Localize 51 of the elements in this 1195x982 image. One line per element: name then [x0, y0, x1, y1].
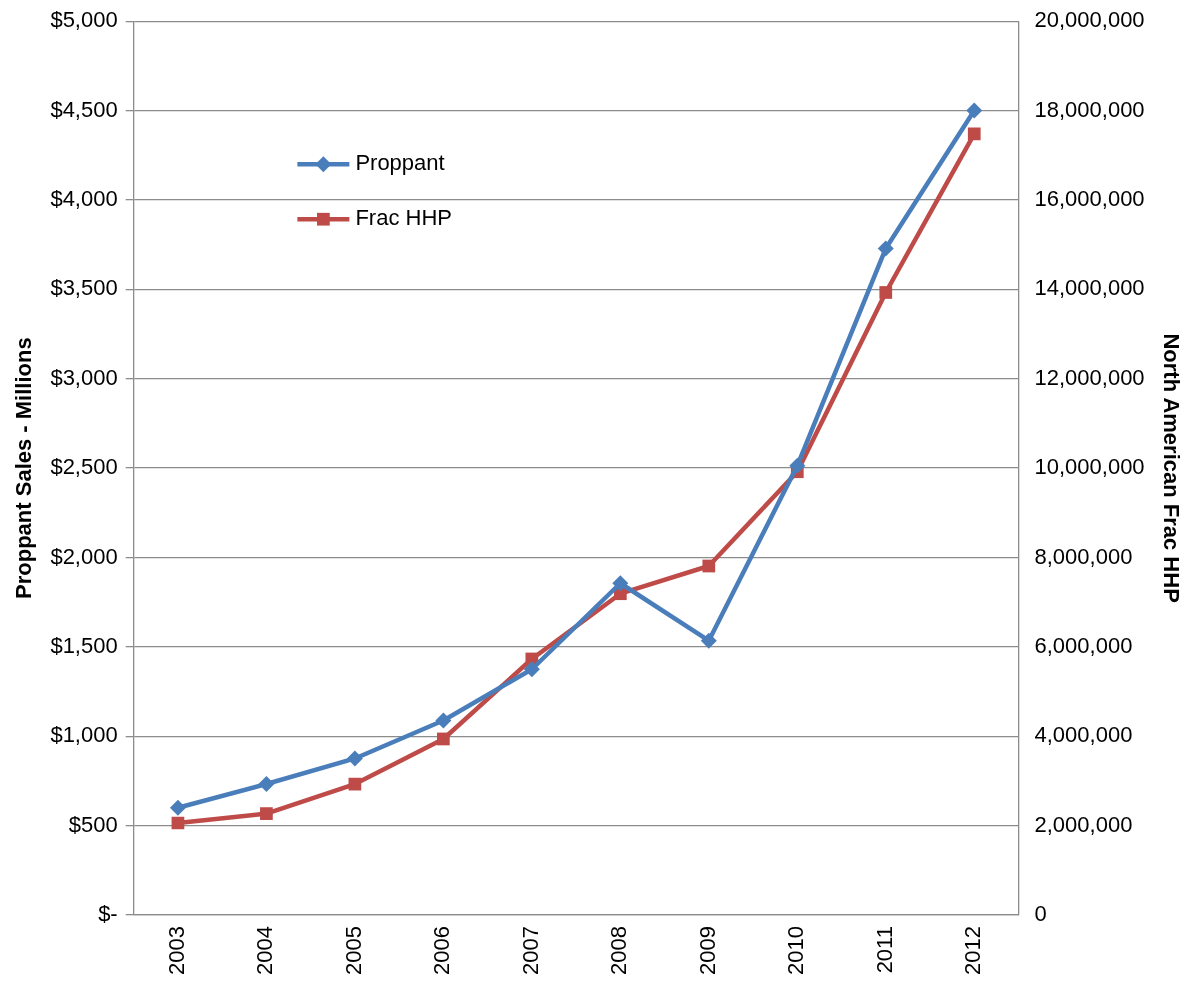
y-tick-label: $4,500: [50, 96, 118, 122]
x-tick-label: 2003: [163, 926, 189, 976]
y-tick-label: $2,000: [50, 543, 118, 569]
x-tick-label: 2005: [340, 926, 366, 976]
point: [437, 732, 450, 746]
y2-tick-label: 14,000,000: [1034, 275, 1145, 301]
x-tick-label: 2007: [517, 926, 543, 976]
y-tick-label: $3,000: [50, 364, 118, 390]
x-tick-label: 2012: [960, 926, 986, 976]
y-tick-label: $4,000: [50, 186, 118, 212]
y2-tick-label: 12,000,000: [1034, 364, 1145, 390]
x-tick-label: 2011: [871, 926, 897, 974]
point: [169, 799, 186, 816]
legend-label: Frac HHP: [355, 205, 452, 231]
x-tick-label: 2008: [606, 926, 632, 976]
y-tick-label: $5,000: [50, 7, 118, 33]
y2-tick-label: 0: [1034, 901, 1047, 927]
point: [435, 712, 452, 729]
point: [877, 240, 894, 257]
point: [346, 750, 363, 767]
y2-tick-label: 20,000,000: [1034, 7, 1145, 33]
legend-label: Proppant: [355, 150, 445, 176]
point: [260, 807, 273, 820]
y-tick-label: $1,000: [50, 722, 118, 748]
y2-tick-label: 18,000,000: [1034, 96, 1145, 122]
y2-axis-title: North American Frac HHP: [1158, 333, 1184, 603]
point: [258, 776, 275, 793]
y2-tick-label: 8,000,000: [1034, 543, 1133, 569]
y-tick-label: $-: [98, 901, 118, 927]
x-tick-label: 2006: [429, 926, 455, 976]
y2-tick-label: 10,000,000: [1034, 454, 1145, 480]
y-axis-title: Proppant Sales - Millions: [11, 337, 37, 599]
y-tick-label: $2,500: [50, 454, 118, 480]
x-tick-label: 2004: [252, 926, 278, 976]
point: [612, 575, 629, 592]
point: [523, 661, 540, 678]
y2-tick-label: 16,000,000: [1034, 186, 1145, 212]
point: [702, 559, 716, 573]
y2-tick-label: 4,000,000: [1034, 722, 1133, 748]
y2-tick-label: 6,000,000: [1034, 632, 1133, 658]
y-tick-label: $500: [68, 811, 118, 837]
x-tick-label: 2010: [783, 926, 809, 976]
y-tick-label: $1,500: [50, 632, 118, 658]
point: [700, 632, 717, 649]
point: [879, 286, 893, 299]
x-tick-label: 2009: [694, 926, 720, 976]
y2-tick-label: 2,000,000: [1034, 811, 1133, 837]
point: [789, 457, 806, 474]
point: [967, 127, 981, 141]
y-tick-label: $3,500: [50, 275, 118, 301]
point: [966, 102, 983, 119]
